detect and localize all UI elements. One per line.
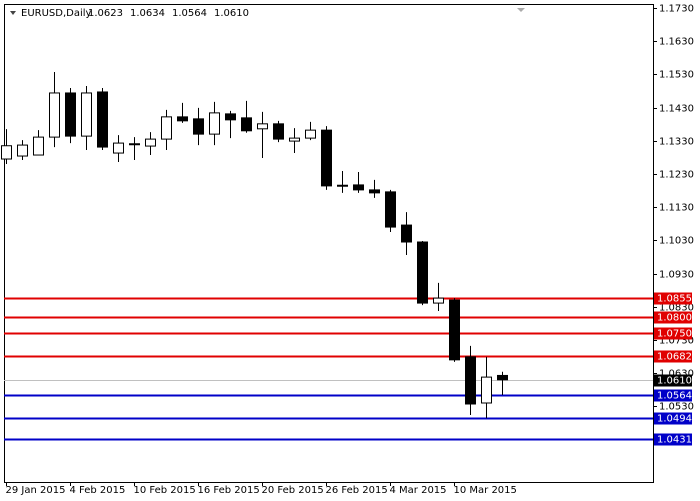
level-label: 1.0682	[657, 352, 692, 363]
y-tick-label: 1.1130	[659, 203, 694, 214]
header-value: 1.0564	[172, 8, 207, 19]
candle-body	[337, 184, 348, 187]
y-tick-label: 1.1630	[659, 37, 694, 48]
candle-body	[321, 129, 332, 187]
candle-body	[369, 189, 380, 194]
candle-body	[401, 224, 412, 243]
candle-body	[449, 299, 460, 361]
candle-body	[417, 241, 428, 304]
menu-icon	[10, 11, 16, 15]
candle-body	[193, 118, 204, 135]
y-tick-label: 1.0830	[659, 303, 694, 314]
level-label: 1.0800	[657, 313, 692, 324]
last-price-label: 1.0610	[657, 376, 692, 387]
x-tick-label: 10 Mar 2015	[454, 485, 517, 496]
level-label: 1.0494	[657, 414, 692, 425]
candle-body	[465, 356, 476, 405]
candle-body	[289, 137, 300, 142]
candle-body	[129, 143, 140, 146]
y-tick-label: 1.0630	[659, 369, 694, 380]
x-tick-label: 10 Feb 2015	[134, 485, 196, 496]
candle-body	[481, 376, 492, 404]
x-tick-label: 16 Feb 2015	[198, 485, 260, 496]
candle-body	[241, 117, 252, 132]
level-label-box	[654, 327, 692, 340]
header-value: 1.0623	[88, 8, 123, 19]
y-tick-label: 1.1230	[659, 170, 694, 181]
candle-body	[385, 191, 396, 228]
level-label-box	[654, 389, 692, 402]
candle-body	[17, 144, 28, 157]
candle-body	[225, 113, 236, 121]
candle-body	[113, 142, 124, 154]
x-tick-label: 4 Feb 2015	[70, 485, 126, 496]
chart-title: EURUSD,Daily	[21, 8, 92, 19]
header-value: 1.0634	[130, 8, 165, 19]
level-label: 1.0750	[657, 329, 692, 340]
candle-body	[81, 92, 92, 137]
candle-body	[33, 136, 44, 156]
candle-body	[49, 92, 60, 138]
level-label: 1.0564	[657, 391, 692, 402]
level-label-box	[654, 311, 692, 324]
x-tick-label: 26 Feb 2015	[326, 485, 388, 496]
y-tick-label: 1.0930	[659, 270, 694, 281]
y-tick-label: 1.0530	[659, 402, 694, 413]
candle-body	[1, 145, 12, 160]
x-tick-label: 4 Mar 2015	[390, 485, 447, 496]
shift-marker	[517, 8, 525, 12]
level-label-box	[654, 412, 692, 425]
x-tick-label: 29 Jan 2015	[6, 485, 66, 496]
level-label-box	[654, 292, 692, 305]
candle-body	[305, 129, 316, 139]
y-tick-label: 1.1730	[659, 4, 694, 15]
candle-body	[433, 297, 444, 304]
candle-body	[65, 92, 76, 137]
last-price-box	[654, 374, 692, 387]
level-label-box	[654, 433, 692, 446]
y-tick-label: 1.1330	[659, 137, 694, 148]
candle-body	[353, 184, 364, 191]
candle-body	[161, 116, 172, 140]
candle-body	[497, 374, 508, 381]
header-value: 1.0610	[214, 8, 249, 19]
y-tick-label: 1.1530	[659, 70, 694, 81]
candle-body	[97, 91, 108, 148]
y-tick-label: 1.0730	[659, 336, 694, 347]
plot-frame	[4, 4, 654, 483]
level-label: 1.0855	[657, 294, 692, 305]
candle-body	[145, 138, 156, 147]
candle-body	[209, 112, 220, 135]
y-tick-label: 1.1430	[659, 104, 694, 115]
level-label: 1.0431	[657, 435, 692, 446]
candle-body	[177, 116, 188, 122]
x-tick-label: 20 Feb 2015	[262, 485, 324, 496]
candle-body	[257, 123, 268, 130]
level-label-box	[654, 350, 692, 363]
y-tick-label: 1.1030	[659, 236, 694, 247]
candle-body	[273, 123, 284, 140]
